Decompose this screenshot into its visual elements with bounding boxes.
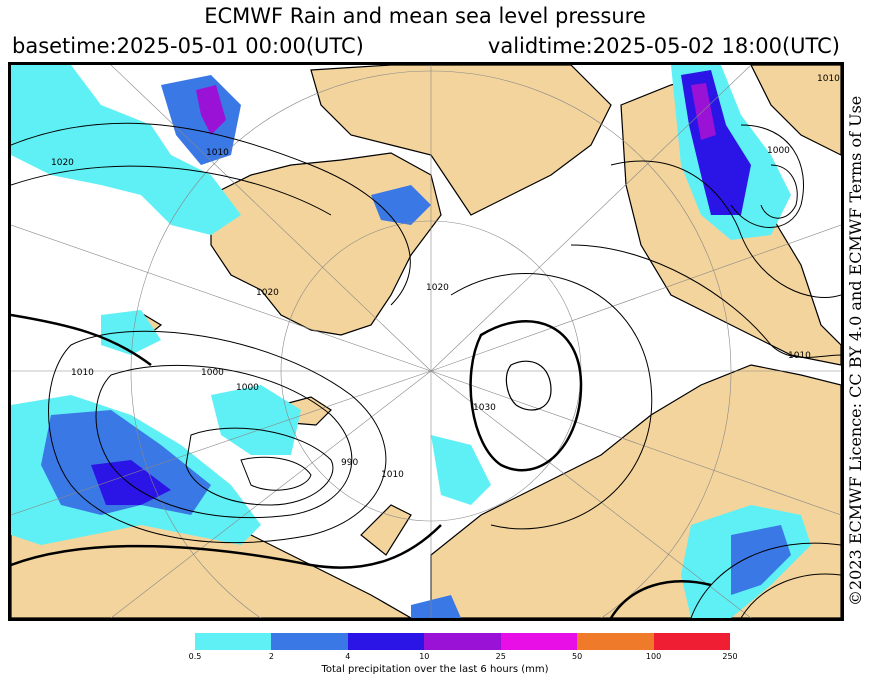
contour-label: 1000 (767, 146, 790, 156)
licence-text: ©2023 ECMWF Licence: CC BY 4.0 and ECMWF… (846, 95, 865, 606)
contour-label: 1010 (206, 148, 229, 158)
contour-label: 1020 (256, 288, 279, 298)
isobar-layer (11, 122, 841, 618)
legend-tick-label: 50 (572, 652, 583, 661)
legend-swatch (500, 633, 578, 650)
legend-tick-label: 0.5 (188, 652, 202, 661)
legend-swatch (271, 633, 348, 650)
legend-swatch (195, 633, 272, 650)
legend-tick-label: 25 (495, 652, 506, 661)
contour-label: 1010 (71, 368, 94, 378)
alaska-land (750, 65, 841, 156)
precipitation-legend (195, 633, 730, 650)
legend-swatch (653, 633, 730, 650)
greenland-land (210, 152, 442, 336)
contour-label: 1000 (236, 383, 259, 393)
contour-label: 1020 (51, 158, 74, 168)
contour-label: 990 (341, 458, 358, 468)
legend-tick-label: 2 (268, 652, 274, 661)
legend-label: Total precipitation over the last 6 hour… (321, 664, 549, 675)
precipitation-layer (11, 65, 811, 618)
legend-swatch (424, 633, 501, 650)
legend-tick-label: 250 (722, 652, 738, 661)
contour-label: 1030 (473, 403, 496, 413)
basetime-label: basetime:2025-05-01 00:00(UTC) (12, 34, 364, 58)
contour-label: 1010 (788, 351, 811, 361)
contour-label: 1000 (201, 368, 224, 378)
contour-label: 1010 (817, 74, 840, 84)
novaya-zemlya-land (360, 504, 412, 556)
contour-label: 1010 (381, 470, 404, 480)
legend-tick-label: 4 (345, 652, 351, 661)
map-canvas: 1020 1010 1000 990 1000 1010 1020 1030 1… (11, 65, 841, 618)
legend-swatch (347, 633, 425, 650)
legend-swatch (577, 633, 654, 650)
canada-islands (310, 65, 612, 216)
map-panel: 1020 1010 1000 990 1000 1010 1020 1030 1… (8, 62, 844, 621)
chart-title: ECMWF Rain and mean sea level pressure (204, 4, 646, 28)
contour-label: 1020 (426, 283, 449, 293)
legend-tick-label: 100 (645, 652, 662, 661)
graticule-layer (11, 65, 841, 618)
legend-tick-label: 10 (419, 652, 430, 661)
contour-labels: 1020 1010 1000 990 1000 1010 1020 1030 1… (51, 74, 840, 480)
validtime-label: validtime:2025-05-02 18:00(UTC) (487, 34, 840, 58)
